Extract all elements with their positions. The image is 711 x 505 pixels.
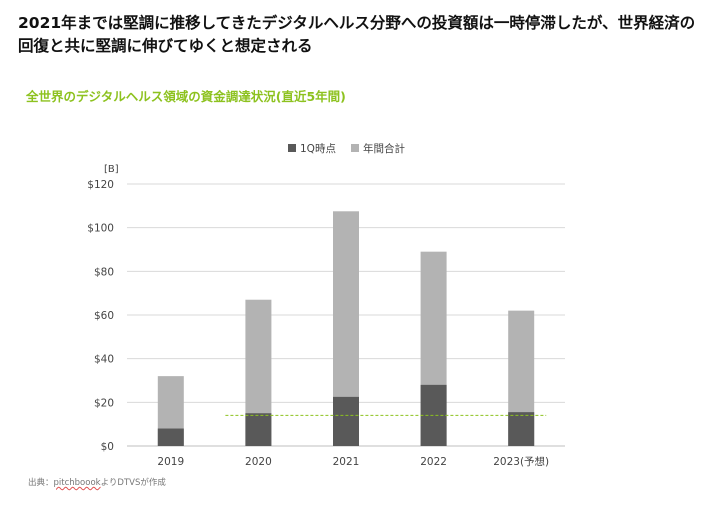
legend-swatch-1q — [288, 144, 296, 152]
y-tick-label: $60 — [94, 310, 114, 322]
bar-1q — [157, 428, 184, 446]
x-tick-label: 2020 — [245, 456, 272, 468]
source-suffix: よりDTVSが作成 — [100, 478, 166, 488]
chart-title: 全世界のデジタルヘルス領域の資金調達状況(直近5年間) — [26, 89, 346, 104]
headline: 2021年までは堅調に推移してきたデジタルヘルス分野への投資額は一時停滞したが、… — [18, 14, 696, 55]
x-tick-label: 2022 — [420, 456, 447, 468]
y-tick-label: $0 — [101, 441, 114, 453]
y-unit-label: [B] — [104, 164, 119, 175]
legend-label-1q: 1Q時点 — [300, 143, 336, 155]
bar-1q — [333, 396, 359, 446]
x-tick-label: 2023(予想) — [493, 455, 549, 468]
source-prefix: 出典： — [28, 478, 54, 488]
x-tick-label: 2019 — [157, 456, 184, 468]
x-tick-label: 2021 — [333, 456, 360, 468]
y-tick-label: $40 — [94, 354, 114, 366]
y-tick-label: $100 — [87, 223, 114, 235]
source-misspelled-word: pitchboook — [53, 478, 101, 488]
legend-label-annual: 年間合計 — [363, 142, 405, 155]
y-tick-label: $80 — [94, 266, 114, 278]
source-note: 出典：pitchboookよりDTVSが作成 — [28, 476, 166, 488]
y-tick-label: $120 — [87, 179, 114, 191]
y-tick-label: $20 — [94, 397, 114, 409]
bar-1q — [245, 413, 272, 446]
legend-swatch-annual — [351, 144, 359, 152]
bar-1q — [508, 412, 535, 446]
